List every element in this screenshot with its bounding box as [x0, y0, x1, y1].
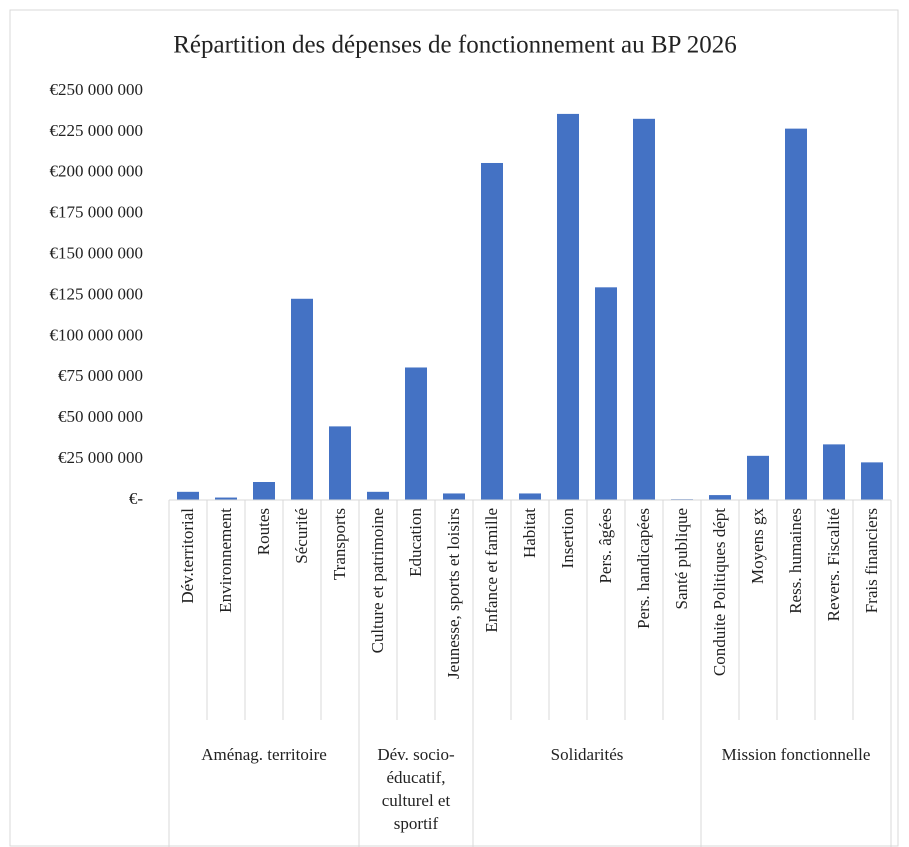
x-tick-label: Pers. handicapées: [634, 508, 653, 629]
x-tick-label: Dév.territorial: [178, 508, 197, 604]
y-tick-label: €175 000 000: [50, 203, 144, 222]
bar: [367, 491, 389, 500]
y-tick-label: €100 000 000: [50, 325, 144, 344]
x-tick-label: Enfance et famille: [482, 508, 501, 633]
x-tick-label: Revers. Fiscalité: [824, 508, 843, 621]
bar: [329, 426, 351, 500]
bar: [481, 162, 503, 500]
bar: [633, 118, 655, 500]
x-tick-label: Culture et patrimoine: [368, 508, 387, 653]
chart-title: Répartition des dépenses de fonctionneme…: [173, 32, 737, 59]
y-tick-label: €250 000 000: [50, 80, 144, 99]
x-tick-label: Pers. âgées: [596, 508, 615, 584]
x-tick-label: Ress. humaines: [786, 508, 805, 614]
y-tick-label: €200 000 000: [50, 162, 144, 181]
bar: [709, 495, 731, 500]
bar: [177, 491, 199, 500]
x-tick-label: Conduite Politiques dépt: [710, 508, 729, 676]
bar: [557, 113, 579, 501]
group-label: Dév. socio-éducatif, culturel et sportif: [377, 745, 455, 833]
x-tick-label: Transports: [330, 508, 349, 580]
y-tick-label: €-: [129, 489, 144, 508]
bar: [861, 462, 883, 500]
y-tick-label: €25 000 000: [58, 448, 143, 467]
x-tick-label: Routes: [254, 508, 273, 555]
bar: [443, 493, 465, 500]
y-tick-label: €75 000 000: [58, 366, 143, 385]
y-tick-label: €150 000 000: [50, 244, 144, 263]
bar: [785, 128, 807, 501]
bar: [405, 367, 427, 500]
bar: [215, 497, 237, 500]
group-label: Mission fonctionnelle: [721, 745, 871, 764]
y-tick-label: €125 000 000: [50, 284, 144, 303]
x-tick-label: Frais financiers: [862, 508, 881, 613]
bar: [823, 444, 845, 500]
chart-frame: [9, 9, 899, 847]
x-tick-label: Habitat: [520, 508, 539, 558]
x-tick-label: Santé publique: [672, 508, 691, 610]
x-tick-label: Sécurité: [292, 508, 311, 564]
bar: [519, 493, 541, 500]
bar: [747, 455, 769, 500]
bar: [595, 287, 617, 500]
x-tick-label: Environnement: [216, 508, 235, 613]
x-tick-label: Education: [406, 508, 425, 577]
group-label: Aménag. territoire: [201, 745, 327, 764]
group-label: Solidarités: [550, 745, 624, 764]
bar: [253, 482, 275, 500]
y-tick-label: €225 000 000: [50, 121, 144, 140]
x-tick-label: Moyens gx: [748, 508, 767, 585]
x-tick-label: Jeunesse, sports et loisirs: [444, 508, 463, 679]
bar: [291, 298, 313, 500]
y-tick-label: €50 000 000: [58, 407, 143, 426]
x-tick-label: Insertion: [558, 508, 577, 569]
